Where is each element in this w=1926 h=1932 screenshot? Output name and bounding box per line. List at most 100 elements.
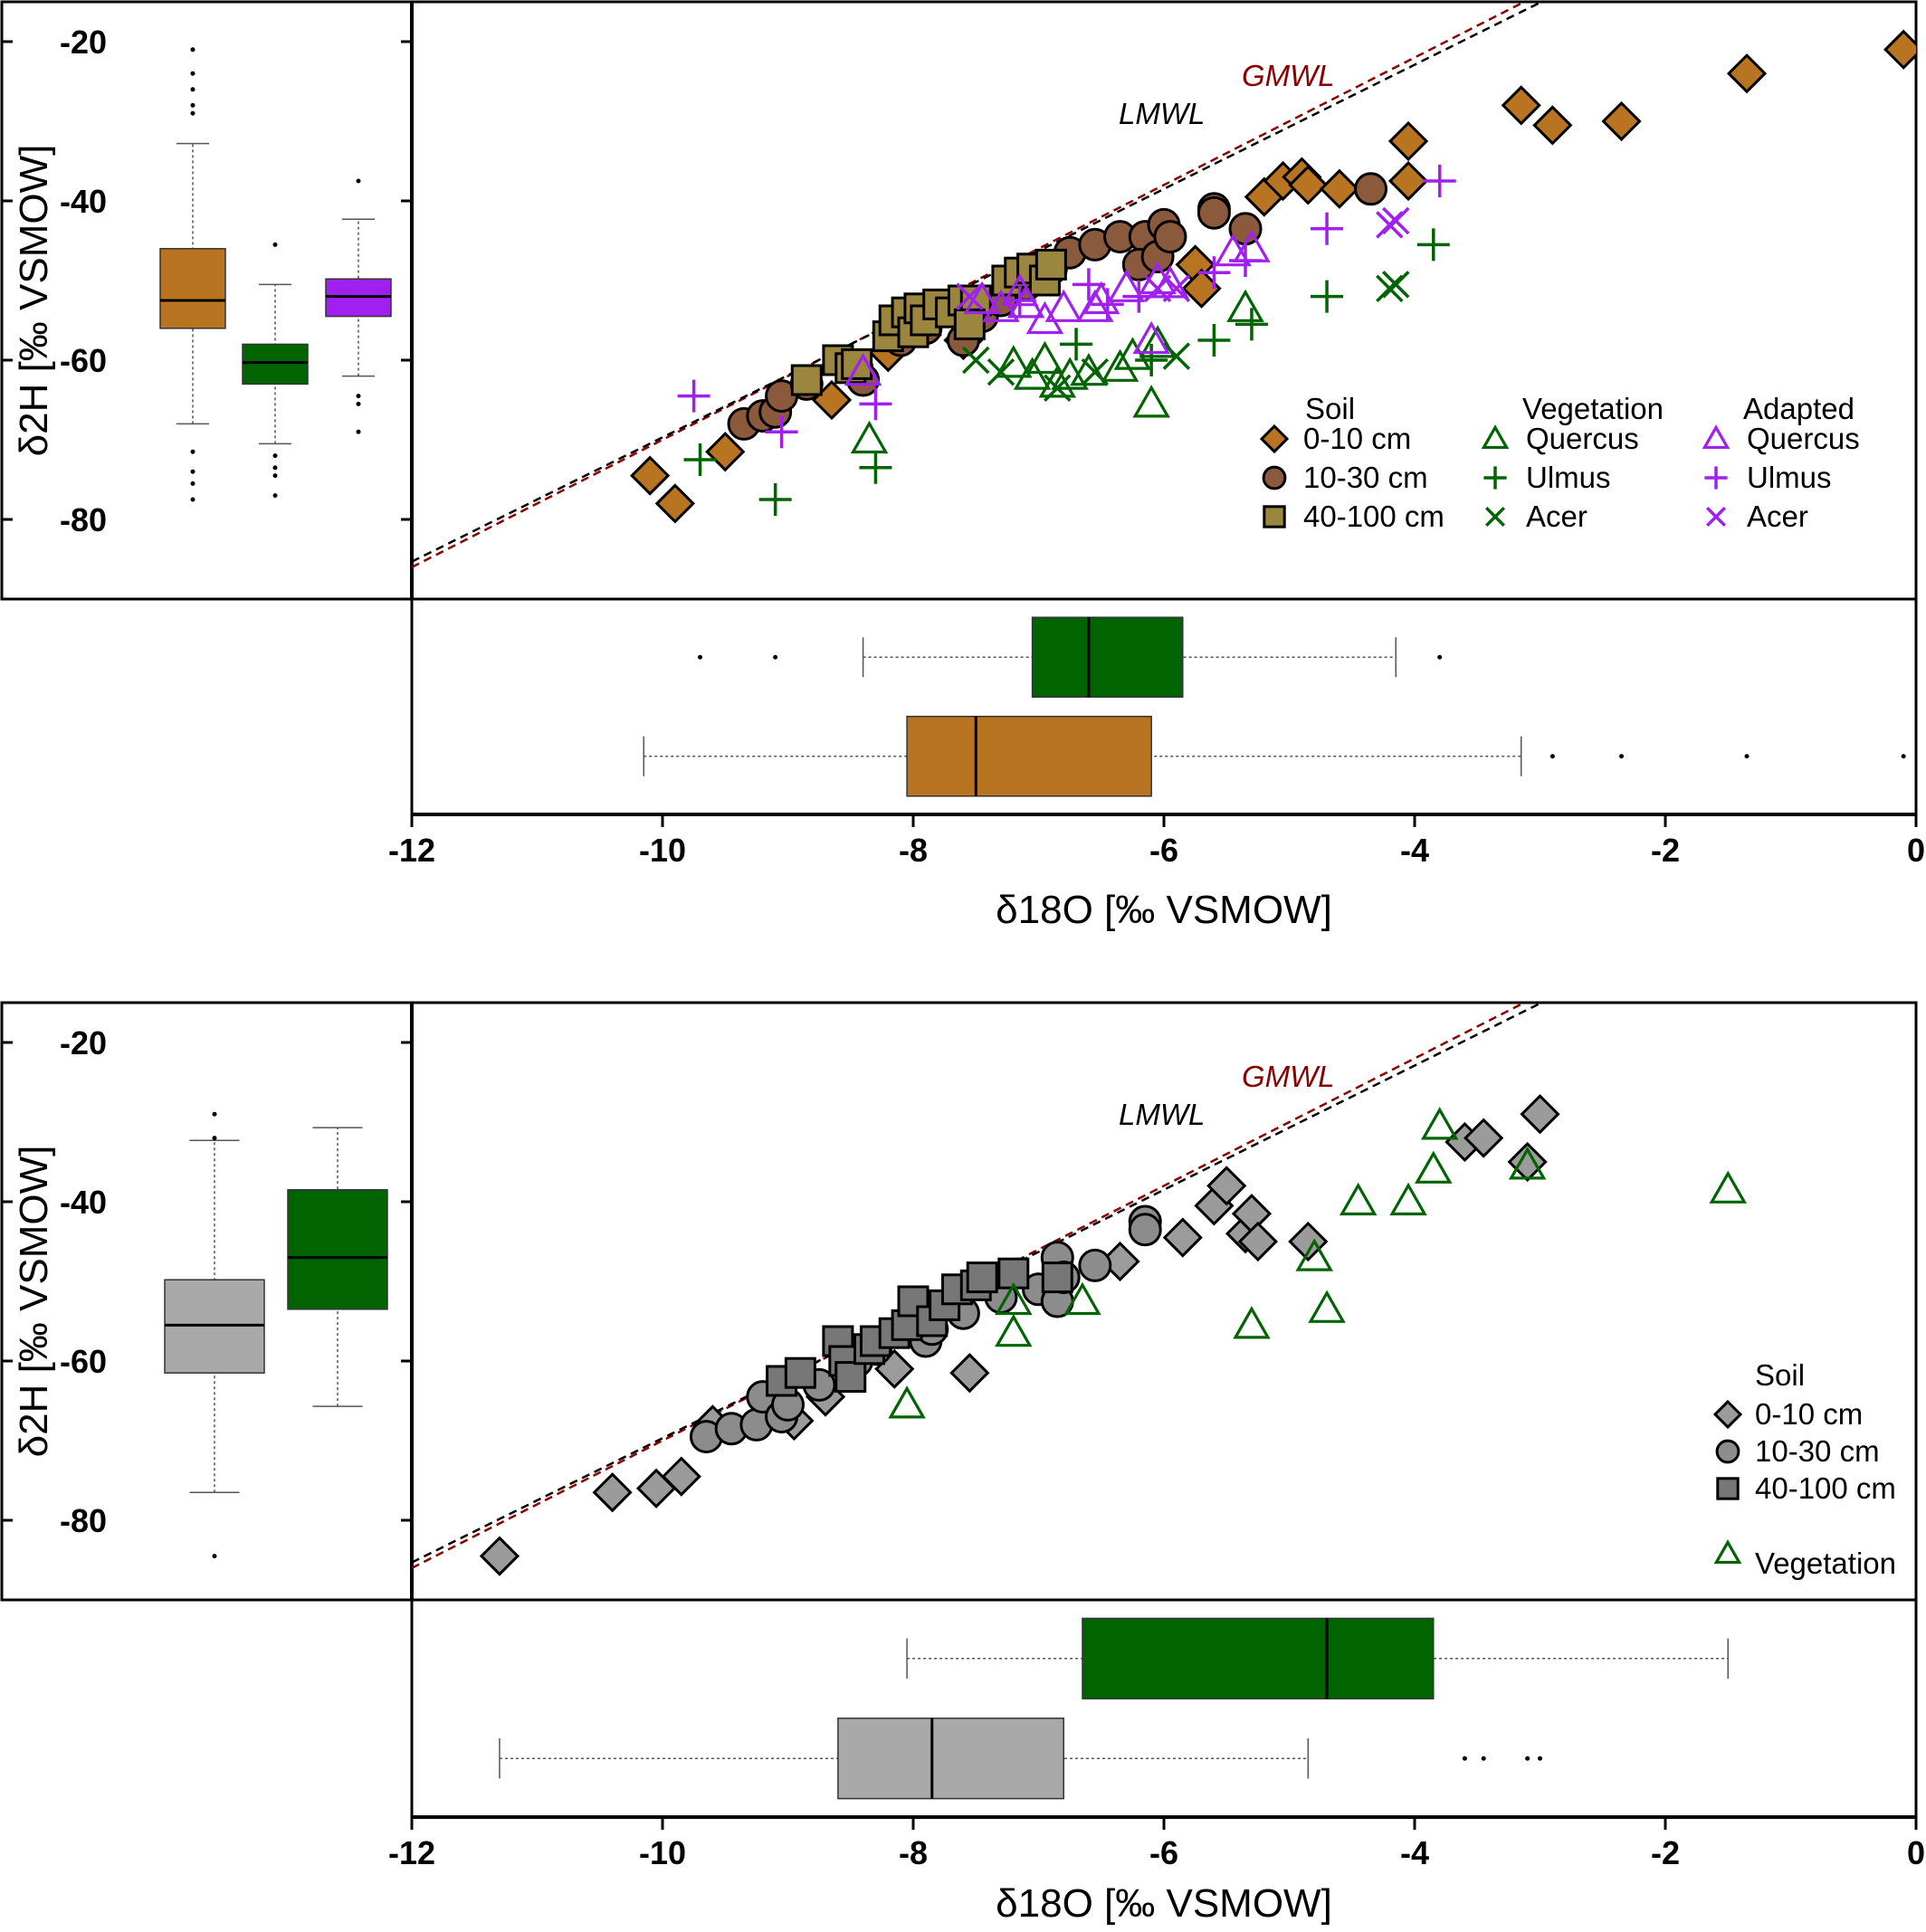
data-point bbox=[1044, 289, 1082, 322]
data-point bbox=[1197, 195, 1231, 230]
data-point bbox=[1025, 300, 1064, 335]
data-point bbox=[1076, 289, 1114, 322]
x-axis-title: δ18O [‰ VSMOW] bbox=[996, 1881, 1332, 1926]
data-point bbox=[1381, 206, 1410, 235]
outlier-point bbox=[190, 449, 195, 454]
data-point bbox=[1063, 1281, 1101, 1316]
data-point bbox=[1113, 337, 1152, 370]
y-tick-label: -60 bbox=[60, 1343, 107, 1380]
data-point bbox=[1376, 211, 1404, 239]
reference-line-gmwl bbox=[412, 2, 1527, 568]
legend-label: 10-30 cm bbox=[1755, 1434, 1880, 1468]
data-point bbox=[956, 282, 984, 310]
series-vegetation-acer bbox=[962, 271, 1410, 403]
data-point bbox=[1197, 256, 1231, 290]
data-point bbox=[1006, 285, 1045, 319]
data-point bbox=[765, 415, 798, 449]
data-point bbox=[1415, 1150, 1453, 1184]
outlier-point bbox=[1549, 754, 1555, 759]
data-point bbox=[1376, 274, 1404, 303]
data-point bbox=[683, 443, 717, 476]
data-point bbox=[1532, 105, 1573, 146]
y-axis-title: δ2H [‰ VSMOW] bbox=[12, 1146, 56, 1458]
data-point bbox=[1128, 1213, 1162, 1247]
data-point bbox=[1709, 1170, 1748, 1204]
x-tick-label: -10 bbox=[639, 1834, 686, 1871]
data-point bbox=[1311, 212, 1344, 245]
outlier-point bbox=[212, 1554, 217, 1559]
series-adapted-ulmus bbox=[677, 165, 1456, 449]
x-axis-title: δ18O [‰ VSMOW] bbox=[996, 888, 1332, 932]
outlier-point bbox=[1744, 754, 1750, 759]
x-boxplot-vegetation bbox=[698, 616, 1443, 699]
data-point bbox=[1229, 244, 1263, 277]
outlier-point bbox=[272, 465, 278, 471]
box bbox=[906, 715, 1152, 797]
data-point bbox=[1226, 289, 1264, 322]
outlier-point bbox=[190, 71, 195, 76]
outlier-point bbox=[1481, 1756, 1486, 1761]
legend-marker bbox=[1263, 505, 1286, 528]
data-point bbox=[1197, 324, 1231, 357]
legend-label: 40-100 cm bbox=[1755, 1471, 1896, 1505]
data-point bbox=[1206, 1166, 1247, 1206]
data-point bbox=[654, 483, 695, 524]
data-point bbox=[1308, 1290, 1346, 1323]
lmwl-label: LMWL bbox=[1119, 97, 1205, 130]
reference-line-gmwl bbox=[412, 1003, 1527, 1569]
data-point bbox=[1423, 165, 1456, 197]
legend-label: 40-100 cm bbox=[1303, 500, 1444, 533]
legend-marker bbox=[1715, 1439, 1740, 1464]
box bbox=[1031, 616, 1184, 699]
data-point bbox=[1237, 1221, 1279, 1262]
data-point bbox=[1060, 328, 1093, 361]
x-tick-label: -2 bbox=[1651, 832, 1680, 869]
gmwl-label: GMWL bbox=[1242, 59, 1335, 92]
outlier-point bbox=[212, 1136, 217, 1141]
data-point bbox=[1387, 160, 1429, 202]
data-point bbox=[844, 352, 882, 386]
outlier-point bbox=[1619, 754, 1625, 759]
legend-marker bbox=[1716, 1477, 1740, 1500]
outlier-point bbox=[190, 47, 195, 52]
data-point bbox=[1464, 1118, 1504, 1158]
data-point bbox=[888, 1385, 926, 1419]
legend-label: Acer bbox=[1526, 500, 1588, 533]
data-point bbox=[592, 1472, 633, 1513]
data-point bbox=[1311, 280, 1344, 313]
data-point bbox=[1162, 274, 1191, 303]
legend-marker bbox=[1484, 506, 1506, 528]
data-point bbox=[1107, 269, 1146, 302]
legend-title-adapted: Adapted bbox=[1743, 392, 1854, 425]
outlier-point bbox=[356, 394, 361, 399]
x-tick-label: -8 bbox=[899, 832, 928, 869]
y-boxplot-adapted bbox=[325, 178, 392, 434]
legend-title-soil: Soil bbox=[1755, 1358, 1805, 1392]
data-point bbox=[661, 1456, 701, 1497]
x-tick-label: -4 bbox=[1400, 1834, 1429, 1871]
data-point bbox=[1235, 308, 1268, 341]
outlier-point bbox=[1901, 754, 1906, 759]
y-boxplot-vegetation bbox=[242, 242, 309, 499]
gmwl-label: GMWL bbox=[1242, 1060, 1335, 1093]
data-point bbox=[784, 1356, 816, 1389]
legend-label: Quercus bbox=[1526, 422, 1639, 455]
outlier-point bbox=[773, 654, 778, 660]
data-point bbox=[758, 483, 792, 516]
legend-title-vegetation: Vegetation bbox=[1522, 392, 1664, 425]
outlier-point bbox=[356, 401, 361, 406]
data-point bbox=[962, 346, 990, 375]
legend-marker bbox=[1712, 1399, 1743, 1430]
x-boxplot-soil bbox=[643, 715, 1906, 797]
outlier-point bbox=[272, 493, 278, 499]
legend-label: 0-10 cm bbox=[1303, 422, 1411, 455]
y-tick-label: -80 bbox=[60, 1502, 107, 1539]
outlier-point bbox=[356, 178, 361, 184]
box bbox=[1082, 1617, 1435, 1699]
legend-label: Quercus bbox=[1747, 422, 1860, 455]
x-tick-label: -10 bbox=[639, 832, 686, 869]
y-tick-label: -60 bbox=[60, 342, 107, 379]
data-point bbox=[1044, 374, 1072, 403]
